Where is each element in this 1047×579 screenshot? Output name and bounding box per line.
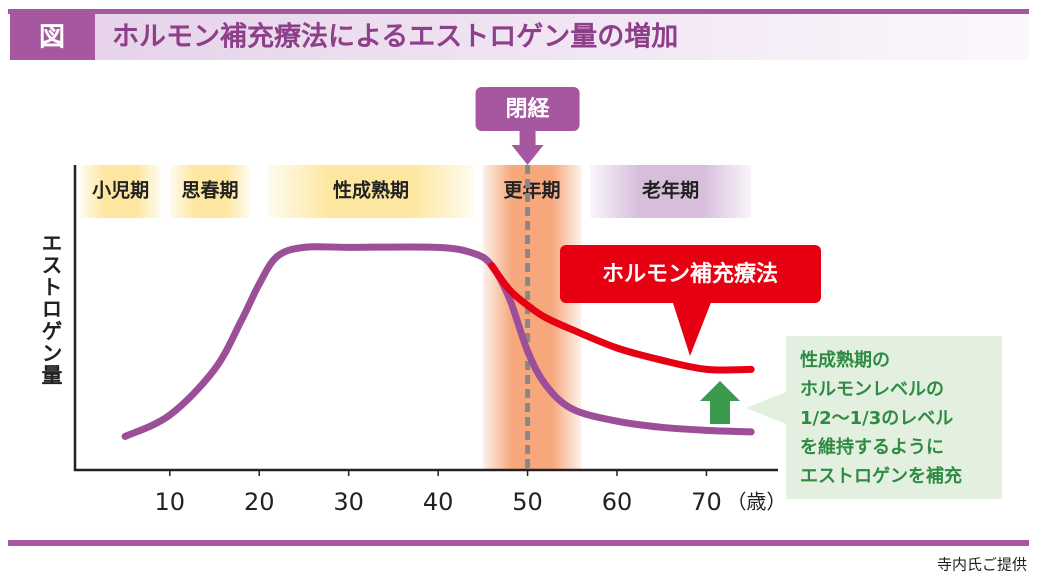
stage-band [482, 165, 582, 470]
x-tick-label: 70 [691, 488, 722, 516]
menopause-label: 閉経 [506, 96, 551, 122]
up-arrow [700, 381, 740, 424]
note-line: ホルモンレベルの [800, 379, 944, 400]
callout-label: ホルモン補充療法 [602, 261, 778, 287]
x-tick-label: 20 [244, 488, 275, 516]
x-tick-label: 10 [155, 488, 186, 516]
x-tick-label: 50 [512, 488, 543, 516]
menopause-box [475, 87, 580, 131]
note-line: 1/2～1/3のレベル [800, 408, 954, 429]
x-tick-label: 60 [602, 488, 633, 516]
note-line: 性成熟期の [800, 350, 890, 371]
stage-label: 更年期 [504, 179, 561, 202]
stage-label: 思春期 [182, 179, 239, 202]
stage-label: 小児期 [92, 180, 149, 202]
stage-band [80, 165, 161, 218]
stage-band [268, 165, 474, 218]
stage-band [169, 165, 251, 218]
x-tick-label: 40 [423, 488, 454, 516]
note-line: エストロゲンを補充 [800, 466, 962, 487]
credit: 寺内氏ご提供 [937, 556, 1027, 574]
series-line [488, 262, 755, 374]
stage-label: 性成熟期 [333, 179, 409, 202]
axes [73, 165, 778, 472]
title-bg [95, 14, 1029, 60]
series-line [121, 243, 755, 440]
note-box: 性成熟期の ホルモンレベルの 1/2～1/3のレベル を維持するように エストロ… [786, 336, 1002, 499]
x-unit: （歳） [726, 490, 786, 514]
note-pointer [746, 392, 786, 424]
stage-label: 老年期 [642, 179, 699, 202]
y-axis-label: エストロゲン量 [39, 232, 63, 386]
figure-label: 図 [39, 23, 65, 53]
stage-band [590, 165, 752, 218]
callout-box [560, 245, 821, 303]
title: ホルモン補充療法によるエストロゲン量の増加 [112, 21, 678, 53]
top-rule [8, 9, 1029, 14]
menopause-arrow [511, 131, 544, 165]
x-tick-label: 30 [333, 488, 364, 516]
callout-tail [672, 300, 712, 356]
note-line: を維持するように [800, 437, 944, 458]
figure-label-box [10, 14, 95, 60]
bottom-rule [8, 540, 1029, 546]
